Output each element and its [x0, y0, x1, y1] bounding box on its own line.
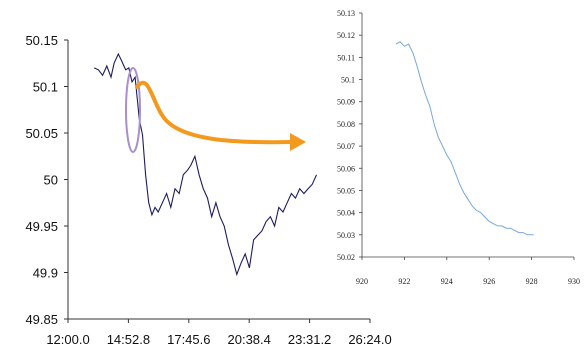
left-x-tick-label: 14:52.8	[107, 332, 150, 347]
left-x-tick-label: 26:24.0	[348, 332, 391, 347]
right-y-tick-label: 50.03	[337, 231, 355, 240]
right-y-tick-label: 50.04	[337, 209, 355, 218]
right-x-tick-label: 922	[398, 277, 410, 286]
left-y-tick-label: 50.1	[33, 80, 58, 95]
left-x-tick-label: 23:31.2	[288, 332, 331, 347]
left-x-tick-label: 20:38.4	[228, 332, 271, 347]
zoom-arrowhead	[290, 133, 306, 151]
right-x-tick-label: 930	[568, 277, 580, 286]
left-y-tick-label: 50	[44, 173, 58, 188]
right-y-tick-label: 50.13	[337, 9, 355, 18]
right-x-tick-label: 920	[356, 277, 368, 286]
left-y-tick-label: 50.05	[25, 126, 58, 141]
right-y-tick-label: 50.1	[341, 76, 355, 85]
highlight-ellipse	[125, 67, 141, 153]
right-x-tick-label: 926	[483, 277, 495, 286]
right-y-tick-label: 50.12	[337, 31, 355, 40]
right-y-tick-label: 50.07	[337, 142, 355, 151]
right-y-tick-label: 50.02	[337, 253, 355, 262]
left-y-tick-label: 49.95	[25, 219, 58, 234]
left-x-tick-label: 12:00.0	[46, 332, 89, 347]
left-y-tick-label: 49.9	[33, 266, 58, 281]
zoom-arrow	[135, 80, 294, 145]
zoom-annotation	[125, 67, 306, 153]
main-line-chart: 49.85 49.9 49.95 50 50.05 50.1 50.15 12:00.0 14…	[25, 33, 391, 347]
right-y-tick-label: 50.05	[337, 186, 355, 195]
right-x-tick-label: 928	[526, 277, 538, 286]
right-y-tick-label: 50.08	[337, 120, 355, 129]
left-y-tick-label: 50.15	[25, 33, 58, 48]
right-y-tick-label: 50.09	[337, 98, 355, 107]
right-y-tick-label: 50.06	[337, 164, 355, 173]
right-x-tick-label: 924	[441, 277, 453, 286]
zoom-line-chart: 50.02 50.03 50.04 50.05 50.06 50.07 50.08 50.09…	[337, 9, 580, 286]
left-y-tick-label: 49.85	[25, 312, 58, 327]
left-x-tick-label: 17:45.6	[167, 332, 210, 347]
series-line-zoomed	[395, 41, 534, 236]
right-y-tick-label: 50.11	[337, 53, 355, 62]
